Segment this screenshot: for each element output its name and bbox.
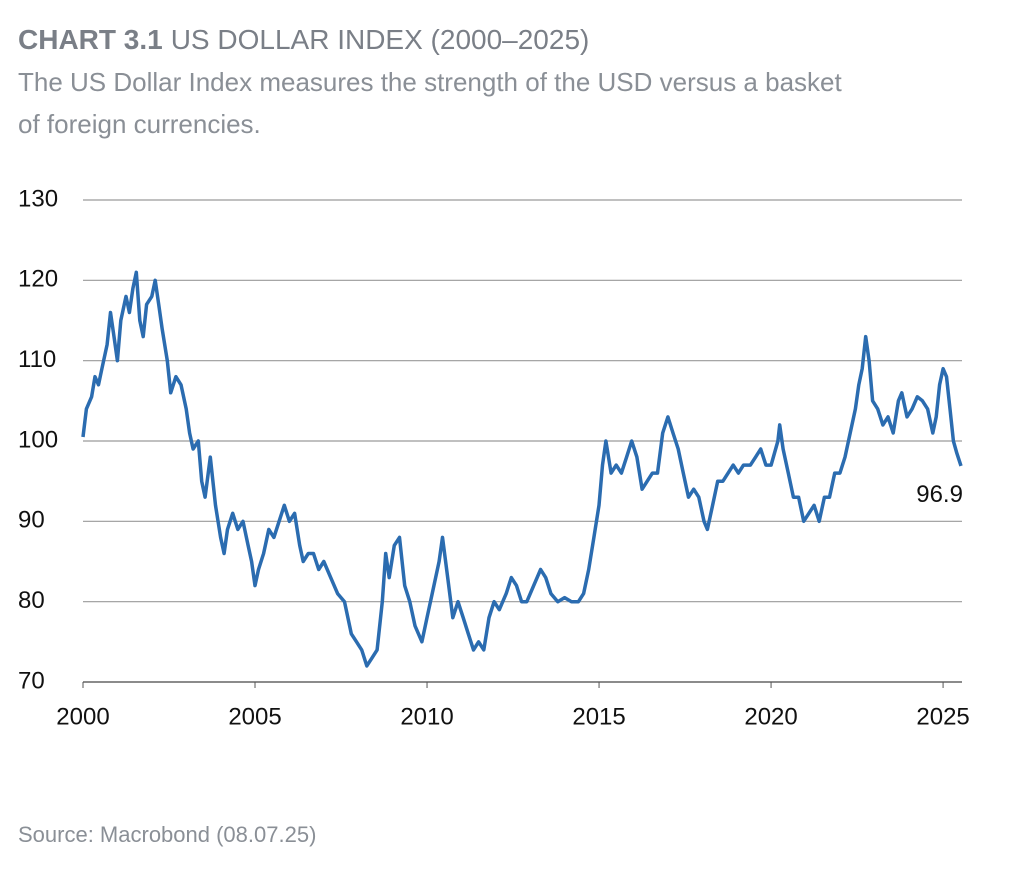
y-tick-label: 130: [18, 185, 58, 212]
chart-title: CHART 3.1 US DOLLAR INDEX (2000–2025): [18, 24, 589, 55]
x-tick-label: 2020: [744, 703, 797, 730]
y-tick-label: 70: [18, 667, 45, 694]
x-tick-label: 2005: [228, 703, 281, 730]
x-tick-label: 2010: [400, 703, 453, 730]
y-tick-label: 80: [18, 587, 45, 614]
annotation: 96.9: [916, 481, 963, 508]
x-tick-label: 2000: [56, 703, 109, 730]
y-tick-label: 100: [18, 426, 58, 453]
x-tick-label: 2025: [916, 703, 969, 730]
y-tick-label: 120: [18, 266, 58, 293]
source: Source: Macrobond (08.07.25): [18, 822, 316, 847]
y-tick-label: 90: [18, 507, 45, 534]
subtitle: of foreign currencies.: [18, 109, 261, 139]
title-label: CHART 3.1: [18, 24, 163, 55]
subtitle: The US Dollar Index measures the strengt…: [18, 67, 842, 97]
title-text: US DOLLAR INDEX (2000–2025): [171, 24, 590, 55]
x-tick-label: 2015: [572, 703, 625, 730]
y-tick-label: 110: [18, 346, 56, 373]
line-series: [81, 270, 963, 668]
